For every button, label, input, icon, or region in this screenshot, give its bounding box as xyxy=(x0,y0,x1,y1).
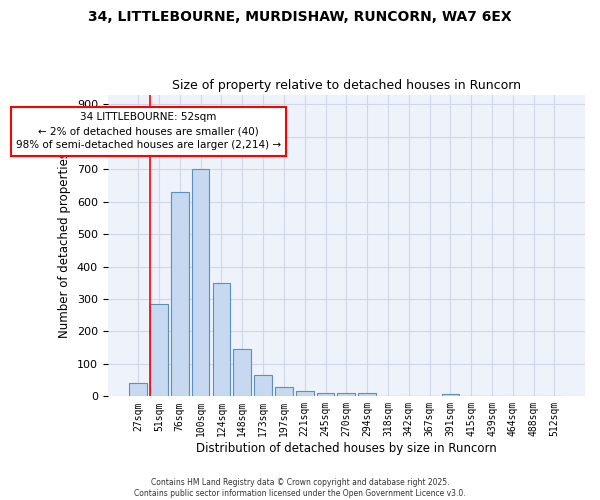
Bar xyxy=(150,304,168,396)
Bar xyxy=(358,393,376,396)
Bar xyxy=(317,393,334,396)
Title: Size of property relative to detached houses in Runcorn: Size of property relative to detached ho… xyxy=(172,79,521,92)
Y-axis label: Number of detached properties: Number of detached properties xyxy=(58,152,71,338)
Bar xyxy=(192,169,209,396)
Bar xyxy=(212,283,230,397)
Bar xyxy=(296,392,314,396)
Bar xyxy=(254,375,272,396)
X-axis label: Distribution of detached houses by size in Runcorn: Distribution of detached houses by size … xyxy=(196,442,497,455)
Bar xyxy=(233,350,251,397)
Bar xyxy=(171,192,188,396)
Bar xyxy=(275,386,293,396)
Text: Contains HM Land Registry data © Crown copyright and database right 2025.
Contai: Contains HM Land Registry data © Crown c… xyxy=(134,478,466,498)
Bar xyxy=(442,394,459,396)
Text: 34 LITTLEBOURNE: 52sqm
← 2% of detached houses are smaller (40)
98% of semi-deta: 34 LITTLEBOURNE: 52sqm ← 2% of detached … xyxy=(16,112,281,150)
Bar xyxy=(130,384,147,396)
Text: 34, LITTLEBOURNE, MURDISHAW, RUNCORN, WA7 6EX: 34, LITTLEBOURNE, MURDISHAW, RUNCORN, WA… xyxy=(88,10,512,24)
Bar xyxy=(337,393,355,396)
